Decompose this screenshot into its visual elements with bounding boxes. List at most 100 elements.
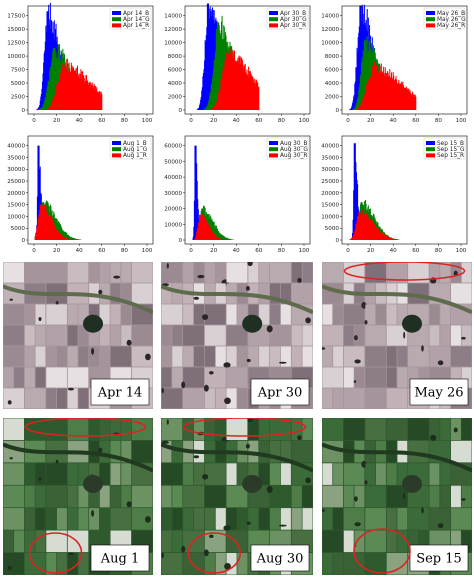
legend-entry: Aug 1_B bbox=[123, 141, 147, 147]
histogram-bar bbox=[387, 71, 389, 110]
histogram-bar bbox=[48, 19, 50, 111]
histogram-bar bbox=[213, 233, 215, 240]
water-patch bbox=[354, 359, 361, 364]
histogram-bar bbox=[219, 30, 221, 110]
field-parcel bbox=[322, 304, 333, 325]
histogram-bar bbox=[406, 88, 408, 110]
histogram-bar bbox=[354, 228, 356, 240]
histogram-bar bbox=[210, 216, 212, 240]
field-parcel bbox=[386, 304, 397, 325]
water-patch bbox=[245, 443, 250, 449]
field-parcel bbox=[78, 346, 89, 367]
field-parcel bbox=[215, 418, 226, 440]
field-parcel bbox=[270, 304, 281, 325]
field-parcel bbox=[78, 304, 89, 325]
histogram-bar bbox=[380, 233, 382, 240]
histogram-bar bbox=[38, 217, 40, 240]
histogram-bar bbox=[204, 217, 206, 240]
histogram-bar bbox=[58, 233, 60, 240]
water-patch bbox=[453, 427, 458, 433]
histogram-bar bbox=[400, 83, 402, 110]
histogram-bar bbox=[87, 80, 89, 110]
histogram-bar bbox=[70, 239, 72, 240]
field-parcel bbox=[46, 262, 67, 283]
water-patch bbox=[278, 361, 287, 364]
field-parcel bbox=[365, 508, 386, 530]
histogram-bar bbox=[71, 68, 73, 110]
histogram-bar bbox=[414, 95, 416, 110]
field-parcel bbox=[397, 508, 408, 530]
field-parcel bbox=[408, 367, 418, 388]
histogram-bar bbox=[218, 237, 220, 240]
histogram-bar bbox=[200, 214, 202, 240]
field-parcel bbox=[333, 463, 343, 485]
histogram-bar bbox=[243, 69, 245, 110]
histogram-bar bbox=[393, 75, 395, 110]
histogram-bar bbox=[359, 84, 361, 110]
histogram-bar bbox=[208, 102, 210, 110]
histogram-bar bbox=[363, 217, 365, 240]
histogram-bar bbox=[60, 235, 62, 240]
histogram-bar bbox=[68, 236, 70, 240]
histogram-bar bbox=[212, 10, 214, 110]
histogram-bar bbox=[407, 88, 409, 110]
x-tick-label: 20 bbox=[367, 248, 375, 254]
histogram-bar bbox=[56, 218, 58, 240]
histogram-bar bbox=[356, 100, 358, 110]
date-label: Apr 30 bbox=[257, 386, 303, 401]
plot-frame bbox=[184, 5, 311, 115]
histogram-bar bbox=[382, 233, 384, 240]
field-parcel bbox=[270, 283, 281, 304]
y-tick-label: 40000 bbox=[321, 144, 339, 150]
river bbox=[3, 442, 153, 473]
field-parcel bbox=[67, 304, 78, 325]
histogram-bar bbox=[63, 236, 65, 240]
field-parcel bbox=[343, 553, 365, 575]
field-parcel bbox=[132, 346, 153, 367]
histogram-bar bbox=[199, 214, 201, 240]
histogram-bar bbox=[38, 145, 40, 240]
water-patch bbox=[403, 492, 406, 500]
histogram-bar bbox=[364, 93, 366, 110]
field-parcel bbox=[226, 508, 237, 530]
histogram-bar bbox=[363, 60, 365, 110]
field-parcel bbox=[161, 485, 172, 508]
histogram-bar bbox=[214, 226, 216, 240]
histogram-bar bbox=[61, 235, 63, 240]
water-patch bbox=[9, 457, 13, 460]
x-tick-label: 40 bbox=[76, 118, 84, 124]
histogram-bar bbox=[207, 3, 209, 111]
histogram-bar bbox=[362, 217, 364, 240]
x-tick-label: 60 bbox=[98, 248, 106, 254]
histogram-bar bbox=[364, 40, 366, 111]
field-parcel bbox=[183, 367, 204, 388]
histogram-bar bbox=[209, 93, 211, 110]
field-parcel bbox=[322, 485, 343, 508]
field-parcel bbox=[333, 553, 343, 575]
histogram-bar bbox=[72, 238, 74, 240]
legend-entry: Apr 30_G bbox=[280, 17, 307, 23]
histogram-bar bbox=[363, 40, 365, 111]
histogram-bar bbox=[36, 196, 38, 240]
histogram-bar bbox=[64, 67, 66, 110]
histogram-bar bbox=[372, 225, 374, 240]
field-parcel bbox=[365, 530, 386, 553]
histogram-bar bbox=[91, 84, 93, 110]
field-parcel bbox=[161, 283, 172, 304]
y-tick-label: 30000 bbox=[7, 167, 25, 173]
histogram-bar bbox=[68, 239, 70, 240]
histogram-bar bbox=[222, 235, 224, 240]
legend-entry: Apr 14_B bbox=[123, 11, 149, 17]
field-parcel bbox=[204, 388, 215, 409]
histogram-bar bbox=[359, 5, 361, 110]
histogram-bar bbox=[41, 106, 43, 110]
histogram-bar bbox=[223, 26, 225, 111]
date-label-box bbox=[250, 378, 310, 406]
histogram-bar bbox=[215, 102, 217, 110]
field-parcel bbox=[172, 485, 183, 508]
histogram-bar bbox=[361, 4, 363, 110]
histogram-bar bbox=[381, 70, 383, 110]
field-parcel bbox=[302, 508, 313, 530]
histogram-bar bbox=[239, 56, 241, 110]
